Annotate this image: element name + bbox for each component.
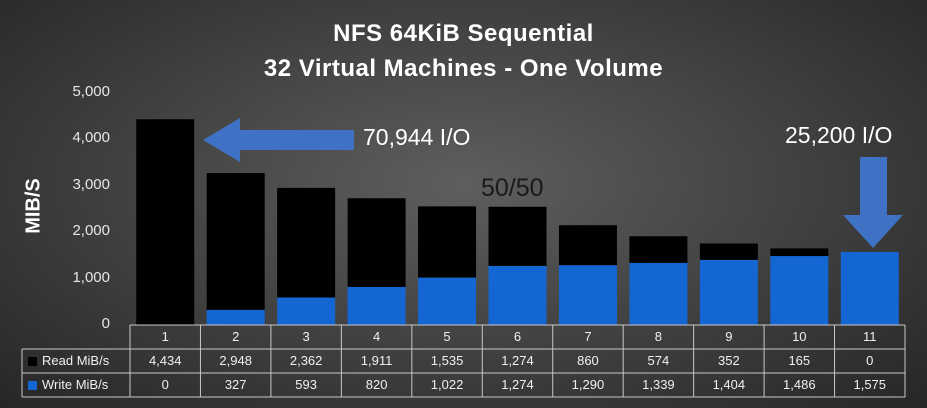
x-tick-label: 4 bbox=[372, 329, 381, 344]
bar-write-5 bbox=[418, 277, 477, 325]
data-label-write: 1,404 bbox=[712, 377, 746, 392]
x-tick-label: 6 bbox=[513, 329, 522, 344]
data-label-write: 0 bbox=[161, 377, 169, 392]
legend-entry: Write MiB/s bbox=[22, 373, 108, 397]
y-tick-label: 2,000 bbox=[72, 222, 110, 240]
bar-read-1 bbox=[136, 119, 195, 326]
data-label-write: 1,486 bbox=[783, 377, 816, 392]
bar-write-4 bbox=[347, 286, 406, 325]
data-label-read: 2,948 bbox=[219, 353, 252, 368]
bar-write-7 bbox=[558, 265, 617, 325]
data-label-write: 327 bbox=[224, 377, 247, 392]
data-label-read: 2,362 bbox=[289, 353, 323, 368]
data-label-write: 820 bbox=[365, 377, 388, 392]
x-tick-label: 8 bbox=[654, 329, 663, 344]
data-label-write: 1,022 bbox=[430, 377, 464, 392]
bar-read-10 bbox=[770, 248, 829, 257]
data-label-write: 1,575 bbox=[853, 377, 887, 392]
data-label-read: 1,274 bbox=[501, 353, 534, 368]
x-tick-label: 1 bbox=[161, 329, 169, 344]
y-tick-label: 1,000 bbox=[72, 268, 110, 286]
bar-write-8 bbox=[629, 262, 688, 325]
bar-read-5 bbox=[418, 206, 477, 278]
left-arrow-icon bbox=[203, 118, 354, 162]
bar-read-4 bbox=[347, 198, 406, 287]
x-tick-label: 11 bbox=[863, 329, 877, 344]
data-label-read: 4,434 bbox=[148, 353, 182, 368]
data-label-read: 860 bbox=[577, 353, 599, 368]
data-label-read: 574 bbox=[647, 353, 670, 368]
bar-write-11 bbox=[840, 251, 899, 325]
legend-entry: Read MiB/s bbox=[22, 349, 109, 373]
annotation-50-50: 50/50 bbox=[481, 174, 544, 202]
chart-subtitle: 32 Virtual Machines - One Volume bbox=[263, 55, 664, 82]
bar-write-3 bbox=[277, 297, 336, 325]
bar-read-6 bbox=[488, 206, 547, 266]
x-tick-label: 2 bbox=[232, 329, 240, 344]
data-label-read: 1,535 bbox=[430, 353, 464, 368]
legend-label: Read MiB/s bbox=[42, 353, 110, 368]
legend-label: Write MiB/s bbox=[42, 377, 109, 392]
bar-read-8 bbox=[629, 236, 688, 263]
bar-read-7 bbox=[558, 225, 617, 266]
x-tick-label: 9 bbox=[725, 329, 733, 344]
annotation-right-io: 25,200 I/O bbox=[785, 122, 893, 148]
y-tick-label: 4,000 bbox=[72, 129, 110, 147]
data-label-read: 1,911 bbox=[360, 353, 393, 368]
legend-swatch bbox=[28, 357, 37, 366]
annotation-left-io: 70,944 I/O bbox=[363, 124, 471, 150]
y-tick-label: 5,000 bbox=[72, 83, 110, 100]
chart-title: NFS 64KiB Sequential bbox=[333, 20, 594, 47]
bar-write-2 bbox=[206, 309, 265, 325]
x-tick-label: 3 bbox=[302, 329, 310, 344]
bar-read-3 bbox=[277, 187, 336, 298]
data-label-write: 593 bbox=[295, 377, 317, 392]
x-tick-label: 7 bbox=[584, 329, 592, 344]
legend-swatch bbox=[28, 381, 37, 390]
y-tick-label: 0 bbox=[101, 315, 110, 332]
data-label-read: 352 bbox=[718, 353, 740, 368]
bar-write-9 bbox=[699, 259, 758, 325]
x-tick-label: 5 bbox=[443, 329, 451, 344]
data-label-read: 165 bbox=[788, 353, 811, 368]
x-tick-label: 10 bbox=[792, 329, 807, 344]
data-label-write: 1,274 bbox=[501, 377, 534, 392]
data-label-write: 1,339 bbox=[642, 377, 675, 392]
y-tick-label: 3,000 bbox=[72, 175, 110, 193]
bar-write-6 bbox=[488, 265, 547, 325]
data-label-read: 0 bbox=[866, 353, 874, 368]
bar-read-2 bbox=[206, 173, 265, 310]
bar-write-10 bbox=[770, 256, 829, 325]
down-arrow-icon bbox=[843, 157, 903, 248]
bar-read-9 bbox=[699, 243, 758, 260]
data-label-write: 1,290 bbox=[571, 377, 605, 392]
